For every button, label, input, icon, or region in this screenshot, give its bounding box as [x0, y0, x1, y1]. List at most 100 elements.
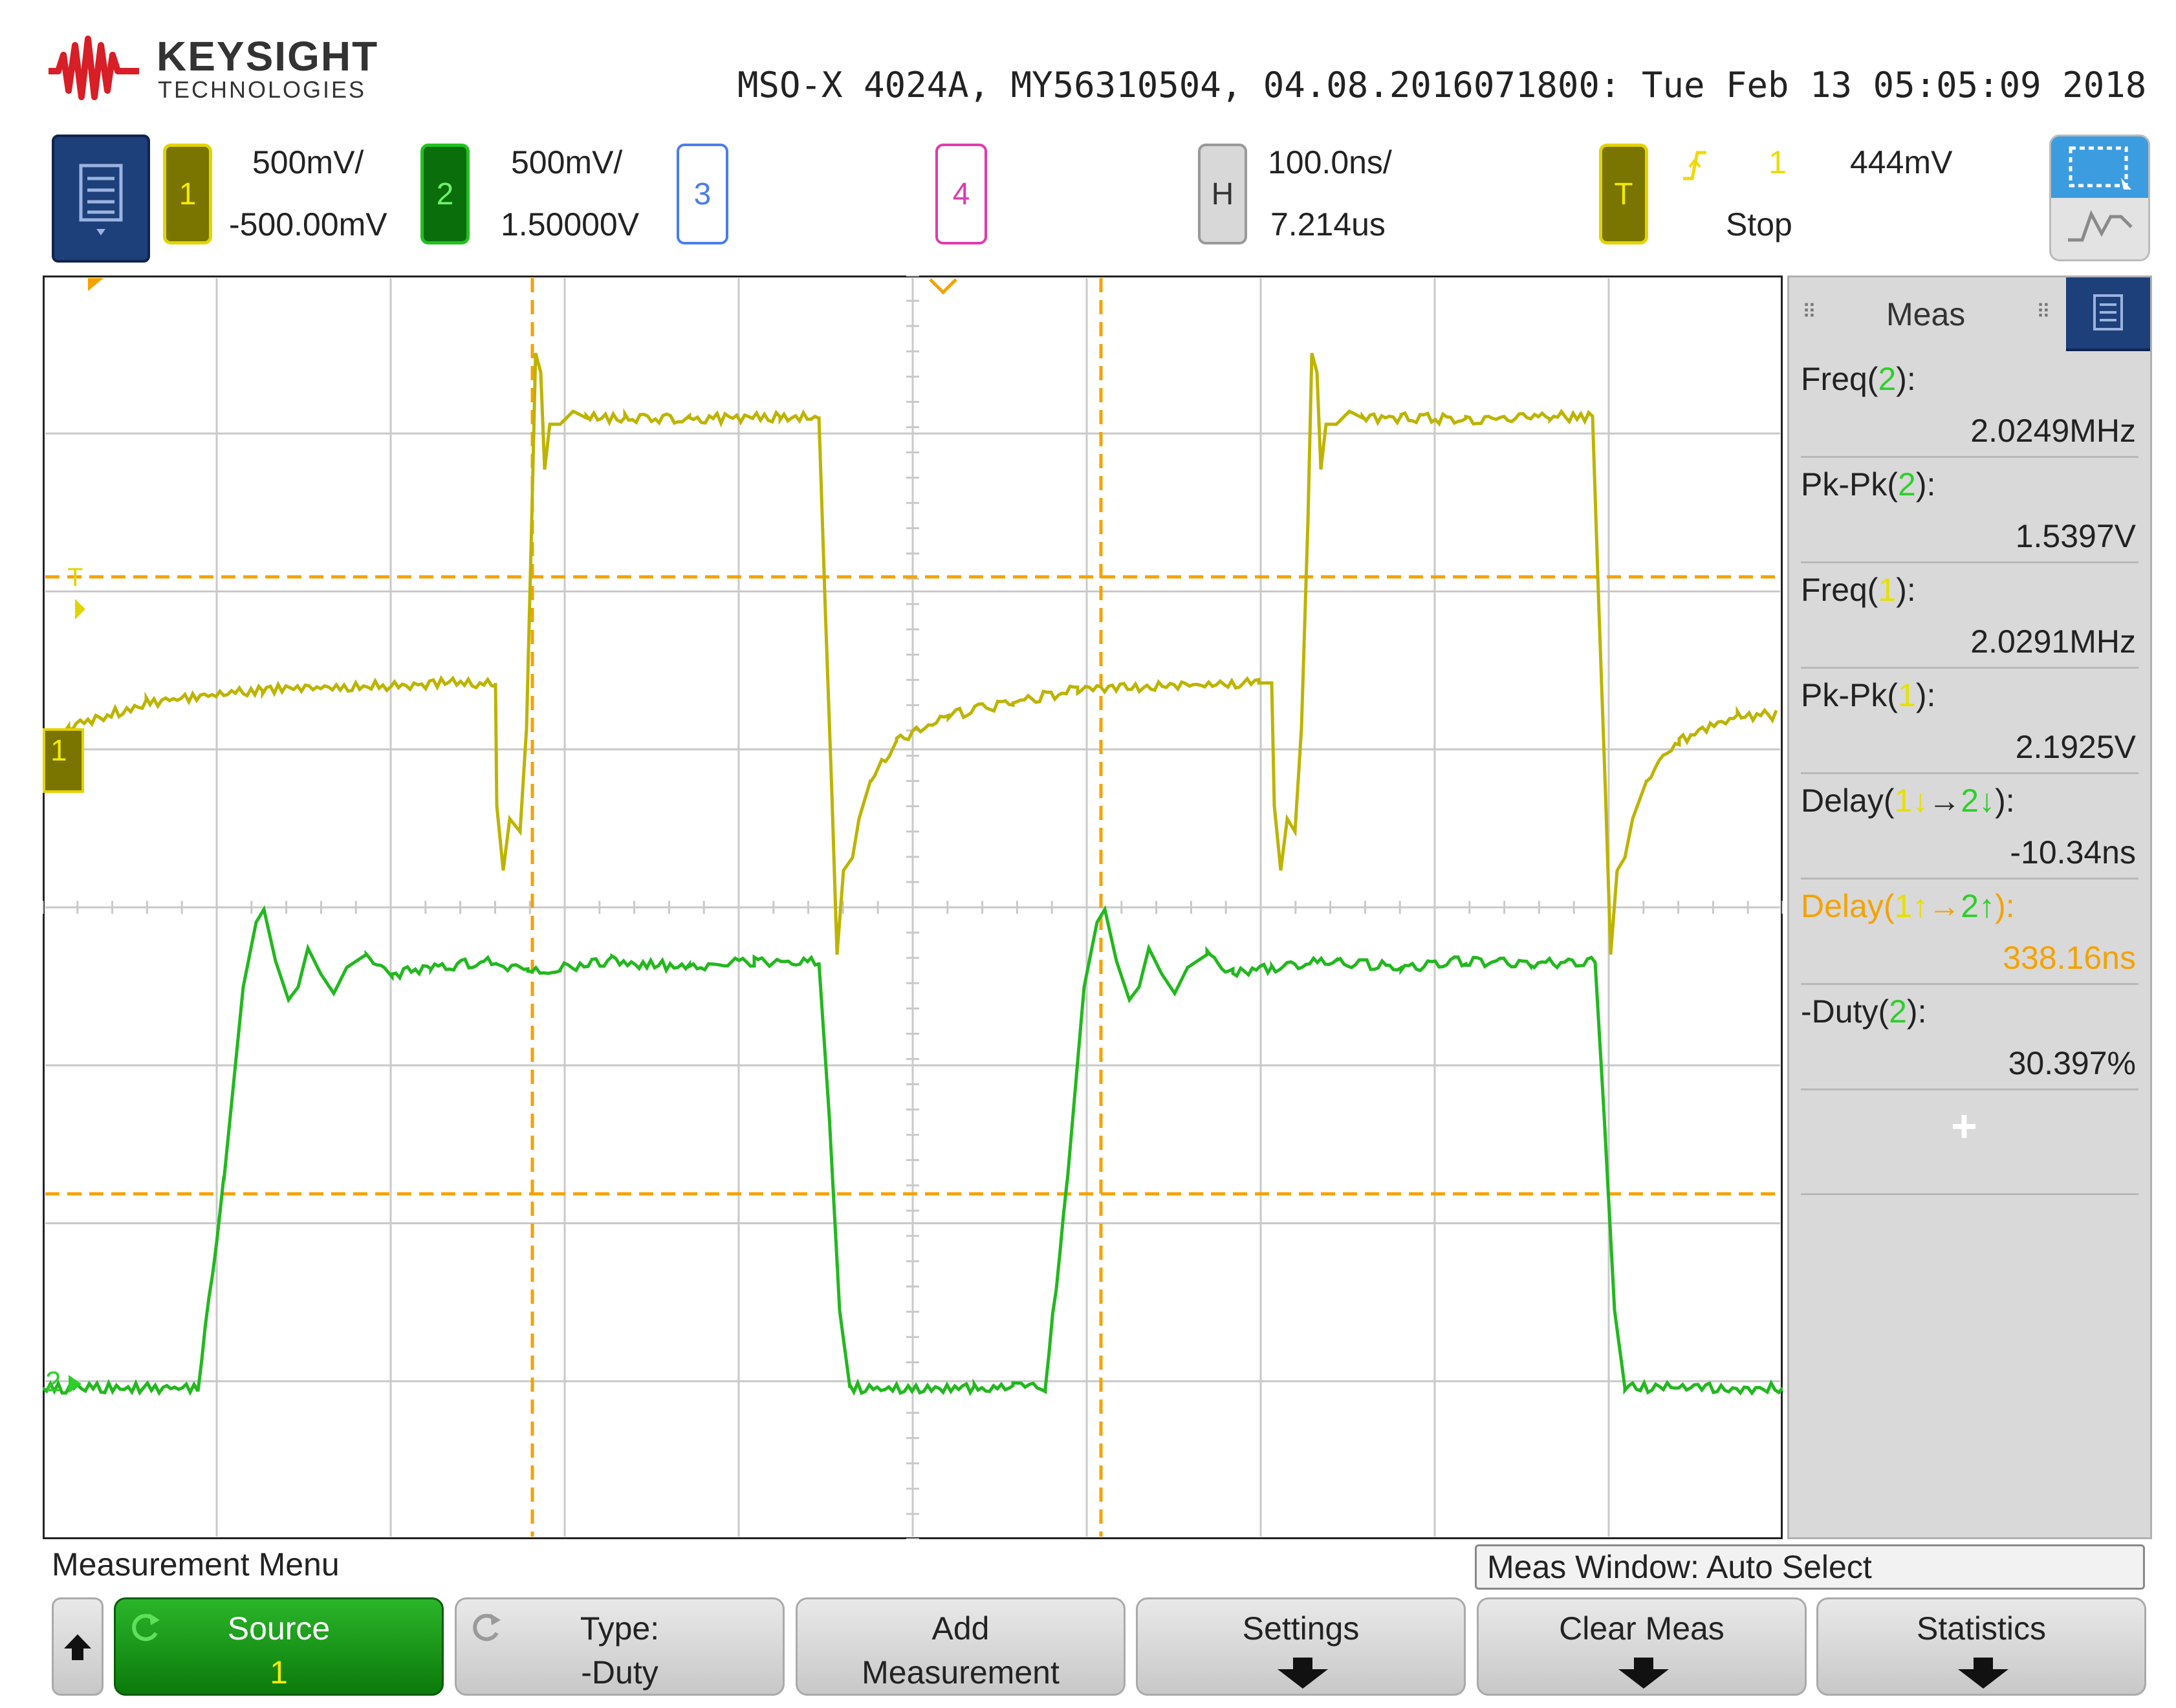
meas-name-suffix: ): [1915, 466, 1936, 503]
ch2-ground-label: 2 [45, 1366, 61, 1398]
menu-title: Measurement Menu [52, 1546, 340, 1583]
meas-name-suffix: ): [1906, 993, 1927, 1030]
timebase-value: 100.0ns/ [1268, 144, 1392, 180]
main-menu-button[interactable] [52, 135, 150, 263]
refresh-icon [473, 1614, 501, 1641]
ch1-ground-marker[interactable] [43, 728, 84, 793]
meas-item-value: 2.0249MHz [1970, 413, 2136, 449]
meas-name-suffix: ): [1896, 361, 1916, 397]
source-softkey[interactable]: Source 1 [114, 1597, 444, 1696]
meas-channel-b: 2 [1961, 783, 1979, 819]
keysight-logo-icon [49, 36, 139, 100]
channel-2-trace [43, 905, 1783, 1396]
trigger-level: 444mV [1850, 144, 1953, 180]
meas-name-suffix: ): [1915, 677, 1936, 713]
meas-channel: 2 [1878, 361, 1897, 397]
meas-name-prefix: -Duty( [1801, 993, 1889, 1030]
softkey-label-line2: Measurement [862, 1654, 1060, 1691]
add-measurement-icon[interactable]: + [1951, 1101, 1977, 1151]
meas-name-suffix: ): [1896, 572, 1916, 608]
meas-panel-title: Meas [1886, 296, 1966, 332]
softkey-label: Type: [580, 1610, 660, 1647]
meas-separator [1801, 983, 2138, 985]
channel-2-button[interactable]: 2 [420, 144, 470, 244]
channel-1-button[interactable]: 1 [163, 144, 212, 244]
rising-edge-icon [1683, 151, 1706, 180]
softkey-label: Add [931, 1610, 990, 1647]
meas-item-label[interactable]: Delay(1↑→2↑): [1801, 887, 2015, 925]
meas-menu-button[interactable] [2066, 277, 2150, 351]
meas-name-prefix: Freq( [1801, 572, 1878, 608]
trigger-level-marker: T [67, 563, 83, 592]
meas-channel-b: 2 [1961, 888, 1979, 924]
brand-subtitle: TECHNOLOGIES [158, 76, 367, 103]
meas-item-label[interactable]: -Duty(2): [1801, 993, 1926, 1030]
statistics-softkey[interactable]: Statistics [1816, 1597, 2146, 1696]
meas-channel: 1 [1878, 572, 1897, 608]
meas-name-prefix: Delay( [1801, 888, 1895, 924]
drag-handle-icon[interactable]: ⠿ [2036, 301, 2052, 323]
meas-channel: 2 [1889, 993, 1907, 1030]
meas-name-suffix: ): [1995, 783, 2015, 819]
softkey-label: Clear Meas [1559, 1610, 1724, 1647]
channel-3-button[interactable]: 3 [677, 144, 728, 244]
meas-window-selector[interactable]: Meas Window: Auto Select [1475, 1544, 2145, 1590]
up-arrow-icon [64, 1634, 91, 1660]
down-arrow-icon [1958, 1658, 2008, 1689]
meas-item-label[interactable]: Delay(1↓→2↓): [1801, 782, 2015, 819]
measurements-panel: ⠿ Meas ⠿ Freq(2): 2.0249MHz Pk-Pk(2): 1.539… [1787, 276, 2152, 1539]
meas-item-label[interactable]: Pk-Pk(2): [1801, 466, 1935, 503]
edge-icon: ↑ [1912, 888, 1929, 924]
time-position-value: 7.214us [1270, 206, 1386, 243]
trigger-source: 1 [1768, 144, 1787, 180]
meas-channel: 1 [1894, 783, 1913, 819]
meas-item-value: -10.34ns [2010, 834, 2136, 870]
softkey-value: -Duty [581, 1654, 658, 1691]
meas-separator [1801, 878, 2138, 880]
trigger-button[interactable]: T [1599, 144, 1648, 244]
clear-meas-softkey[interactable]: Clear Meas [1477, 1597, 1807, 1696]
meas-name-suffix: ): [1995, 888, 2015, 924]
zoom-button[interactable] [2049, 135, 2150, 261]
ch1-scale: 500mV/ [252, 144, 364, 180]
channel-4-button[interactable]: 4 [935, 144, 987, 244]
menu-list-icon [79, 164, 123, 235]
meas-name-prefix: Delay( [1801, 783, 1895, 819]
edge-icon: ↓ [1912, 783, 1929, 819]
panel-divider [1801, 1193, 2138, 1195]
meas-item-label[interactable]: Pk-Pk(1): [1801, 676, 1935, 714]
meas-separator [1801, 667, 2138, 669]
add-measurement-softkey[interactable]: Add Measurement [796, 1597, 1126, 1696]
back-button[interactable] [52, 1597, 103, 1696]
ch2-offset: 1.50000V [501, 206, 640, 243]
meas-item-value: 338.16ns [2003, 940, 2136, 976]
meas-item-label[interactable]: Freq(1): [1801, 571, 1916, 609]
meas-item-value: 1.5397V [2015, 518, 2136, 554]
horizontal-button[interactable]: H [1198, 144, 1247, 244]
refresh-icon [132, 1614, 160, 1641]
softkey-label: Source [227, 1610, 331, 1647]
meas-item-label[interactable]: Freq(2): [1801, 360, 1916, 398]
drag-handle-icon[interactable]: ⠿ [1802, 301, 1818, 323]
meas-separator [1801, 561, 2138, 563]
channel-1-trace [43, 352, 1778, 955]
meas-channel: 1 [1898, 677, 1916, 713]
down-arrow-icon [1278, 1658, 1328, 1689]
meas-item-value: 2.1925V [2015, 729, 2136, 765]
graticule-grid [43, 276, 1783, 1539]
meas-separator [1801, 456, 2138, 458]
arrow-icon: → [1928, 783, 1961, 819]
waveform-display[interactable]: T 1 2 [43, 276, 1783, 1539]
acquisition-status: Stop [1726, 206, 1792, 243]
meas-name-prefix: Pk-Pk( [1801, 466, 1898, 503]
left-edge-marker [88, 278, 103, 291]
type-softkey[interactable]: Type: -Duty [455, 1597, 785, 1696]
ch1-ground-label: 1 [50, 733, 67, 767]
device-info: MSO-X 4024A, MY56310504, 04.08.201607180… [737, 65, 2147, 105]
meas-name-prefix: Freq( [1801, 361, 1878, 397]
settings-softkey[interactable]: Settings [1136, 1597, 1466, 1696]
meas-item-value: 30.397% [2008, 1045, 2136, 1081]
arrow-icon: → [1928, 888, 1961, 924]
trigger-position-marker [929, 278, 957, 295]
softkey-value: 1 [270, 1654, 288, 1691]
